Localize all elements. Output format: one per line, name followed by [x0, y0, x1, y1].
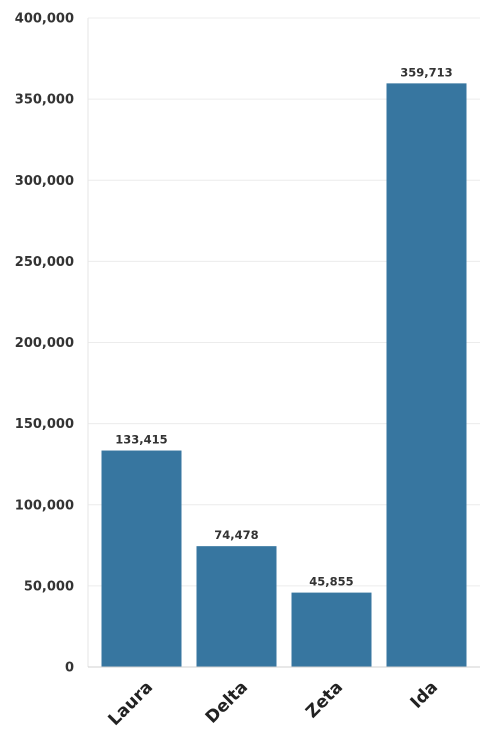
- y-tick-label: 0: [65, 661, 74, 676]
- data-label-ida: 359,713: [400, 65, 452, 79]
- bar-delta: [196, 546, 277, 667]
- bar-ida: [386, 83, 467, 667]
- x-tick-label-laura: Laura: [105, 677, 158, 730]
- y-tick-label: 100,000: [15, 498, 74, 513]
- bars: [101, 83, 467, 667]
- data-label-laura: 133,415: [115, 433, 167, 447]
- data-label-zeta: 45,855: [309, 575, 353, 589]
- bar-laura: [101, 450, 182, 667]
- y-tick-label: 350,000: [15, 93, 74, 108]
- y-tick-label: 150,000: [15, 417, 74, 432]
- bar-zeta: [291, 592, 372, 667]
- x-axis-ticks: Laura Delta Zeta Ida: [105, 677, 443, 730]
- x-tick-label-delta: Delta: [202, 677, 252, 727]
- y-tick-label: 300,000: [15, 174, 74, 189]
- y-axis-ticks: 0 50,000 100,000 150,000 200,000 250,000 300,0…: [15, 12, 74, 676]
- y-tick-label: 250,000: [15, 255, 74, 270]
- x-tick-label-ida: Ida: [407, 677, 442, 712]
- y-tick-label: 400,000: [15, 12, 74, 27]
- x-tick-label-zeta: Zeta: [302, 677, 347, 722]
- data-labels: 133,415 74,478 45,855 359,713: [115, 65, 452, 588]
- y-tick-label: 200,000: [15, 336, 74, 351]
- data-label-delta: 74,478: [214, 528, 258, 542]
- y-tick-label: 50,000: [24, 579, 74, 594]
